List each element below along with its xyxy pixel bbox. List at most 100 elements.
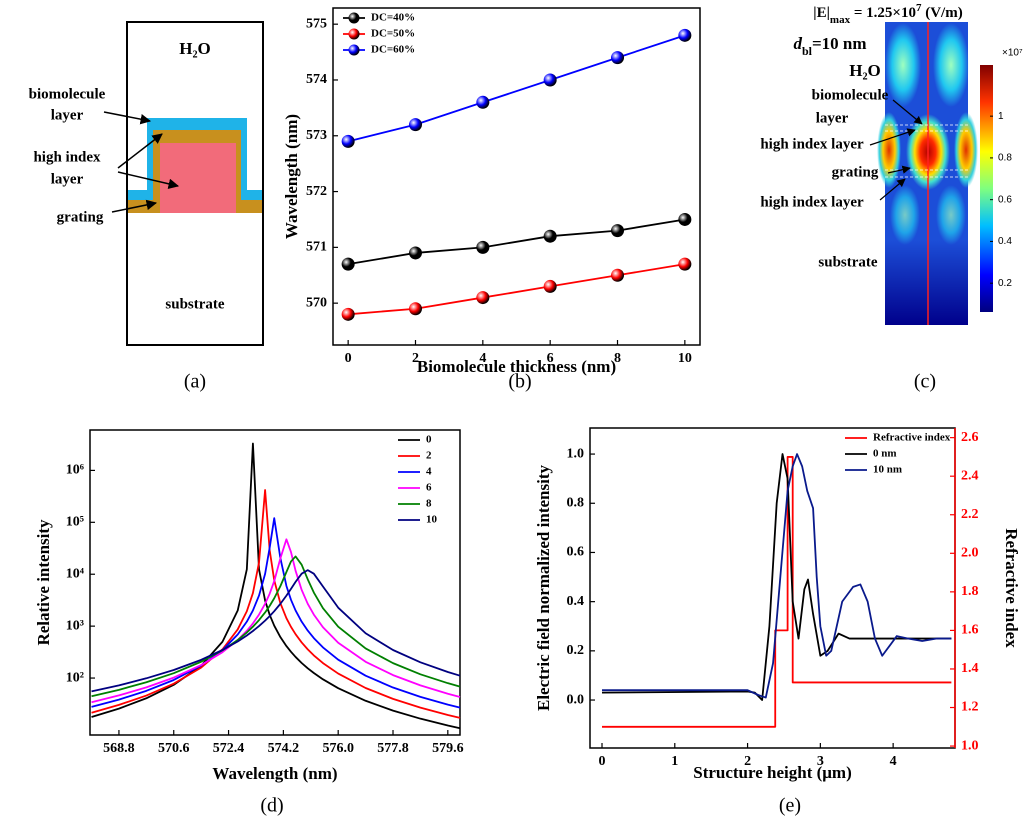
y-axis-label: Electric field normalized intensity bbox=[534, 465, 553, 711]
marker bbox=[678, 257, 692, 271]
x-axis-label: Structure height (μm) bbox=[693, 763, 852, 782]
legend-label: 4 bbox=[426, 466, 432, 478]
y2-axis-label: Refractive index bbox=[1002, 528, 1021, 648]
arrow bbox=[887, 165, 911, 174]
label: substrate bbox=[818, 254, 878, 270]
x-tick-label: 8 bbox=[614, 351, 621, 366]
marker bbox=[476, 291, 490, 305]
thickness: dbl=10 nm bbox=[793, 34, 866, 58]
label: high index layer bbox=[760, 136, 864, 152]
colorbar-tick-label: 0.4 bbox=[998, 236, 1012, 247]
label: H₂O bbox=[179, 39, 211, 58]
label: H₂O bbox=[849, 61, 881, 80]
colorbar-tick-label: 0.8 bbox=[998, 153, 1012, 164]
colorbar-tick-label: 1 bbox=[998, 111, 1004, 122]
arrow bbox=[117, 133, 163, 169]
marker bbox=[543, 229, 557, 243]
subscript: bl bbox=[802, 44, 813, 58]
label: high index bbox=[33, 149, 101, 165]
arrow bbox=[892, 99, 923, 125]
y-tick-label: 1.0 bbox=[567, 446, 585, 461]
x-tick-label: 0 bbox=[345, 351, 352, 366]
y-tick-label: 10² bbox=[66, 670, 84, 685]
y-axis-label: Wavelength (nm) bbox=[282, 114, 301, 239]
y2-tick-label: 2.4 bbox=[961, 468, 979, 483]
legend-label: 6 bbox=[426, 482, 432, 494]
y-tick-label: 0.6 bbox=[567, 545, 585, 560]
y-tick-label: 573 bbox=[306, 128, 327, 143]
series-line bbox=[91, 538, 461, 704]
label: layer bbox=[816, 110, 849, 126]
legend-marker bbox=[348, 44, 360, 56]
marker bbox=[678, 28, 692, 42]
caption: (b) bbox=[508, 371, 531, 393]
field-lobe bbox=[885, 23, 921, 107]
arrow bbox=[103, 111, 152, 125]
marker bbox=[341, 134, 355, 148]
caption: (a) bbox=[184, 371, 206, 393]
marker bbox=[678, 212, 692, 226]
y-tick-label: 0.8 bbox=[567, 495, 585, 510]
x-axis-label: Wavelength (nm) bbox=[212, 764, 337, 783]
marker bbox=[341, 307, 355, 321]
y-tick-label: 10⁶ bbox=[66, 463, 84, 478]
y2-tick-label: 1.6 bbox=[961, 623, 979, 638]
legend-label: 10 bbox=[426, 514, 438, 526]
unit: (V/m) bbox=[921, 5, 962, 21]
caption: (c) bbox=[914, 371, 936, 393]
x-tick-label: 579.6 bbox=[432, 741, 464, 756]
symbol: d bbox=[793, 34, 802, 53]
x-tick-label: 2 bbox=[412, 351, 419, 366]
layer-boundaries bbox=[885, 124, 968, 178]
series-line bbox=[602, 453, 952, 701]
x-tick-label: 4 bbox=[890, 754, 897, 769]
x-tick-label: 576.0 bbox=[322, 741, 354, 756]
y2-tick-label: 2.6 bbox=[961, 430, 979, 445]
marker bbox=[408, 246, 422, 260]
legend-label: Refractive index bbox=[873, 432, 951, 444]
marker bbox=[543, 279, 557, 293]
y-tick-label: 10⁴ bbox=[66, 566, 85, 581]
label: layer bbox=[51, 107, 84, 123]
label: layer bbox=[51, 171, 84, 187]
x-tick-label: 570.6 bbox=[158, 741, 190, 756]
grating bbox=[160, 143, 236, 213]
legend-label: 10 nm bbox=[873, 464, 902, 476]
x-tick-label: 568.8 bbox=[103, 741, 135, 756]
plot-frame bbox=[89, 429, 461, 736]
arrow bbox=[117, 171, 180, 189]
field-fade bbox=[885, 240, 968, 325]
y-tick-label: 575 bbox=[306, 16, 327, 31]
legend-marker bbox=[348, 12, 360, 24]
y2-tick-label: 2.0 bbox=[961, 546, 979, 561]
panel-a: H₂O biomolecule layer high index layer g… bbox=[29, 21, 264, 393]
legend-label: DC=50% bbox=[371, 28, 415, 40]
series-line bbox=[91, 569, 461, 693]
y-tick-label: 0.2 bbox=[567, 643, 585, 658]
y-tick-label: 10⁵ bbox=[66, 515, 84, 530]
y-tick-label: 571 bbox=[306, 240, 327, 255]
max-field: |E|max = 1.25×107 (V/m) bbox=[813, 2, 962, 26]
y-tick-label: 0.0 bbox=[567, 692, 585, 707]
series-line bbox=[348, 263, 685, 316]
legend-label: 0 bbox=[426, 434, 432, 446]
chart: 568.8 570.6 572.4 574.2 576.0 577.8 579.6 10² 10… bbox=[34, 429, 464, 817]
arrow bbox=[111, 199, 158, 213]
marker bbox=[611, 51, 625, 65]
arrow bbox=[869, 128, 916, 146]
x-tick-label: 577.8 bbox=[377, 741, 409, 756]
y-tick-label: 0.4 bbox=[567, 594, 585, 609]
y2-tick-label: 1.8 bbox=[961, 584, 979, 599]
panel-c: ×10⁷ |E|max = 1.25×107 (V/m) dbl=10 nm H… bbox=[760, 2, 1023, 393]
x-tick-label: 10 bbox=[678, 351, 692, 366]
x-tick-label: 1 bbox=[671, 754, 678, 769]
label: high index layer bbox=[760, 194, 864, 210]
marker bbox=[476, 95, 490, 109]
colorbar-tick-label: 0.2 bbox=[998, 278, 1012, 289]
legend-label: 0 nm bbox=[873, 448, 897, 460]
y-tick-label: 570 bbox=[306, 295, 327, 310]
exponent: 7 bbox=[916, 2, 922, 14]
marker bbox=[611, 268, 625, 282]
label: substrate bbox=[165, 296, 225, 312]
